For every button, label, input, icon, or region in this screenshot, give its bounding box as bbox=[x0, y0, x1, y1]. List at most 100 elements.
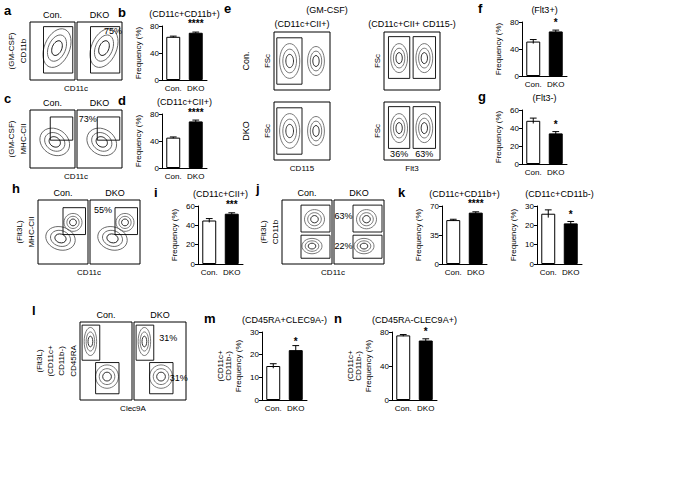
svg-text:(CD11c+CII+ CD115-): (CD11c+CII+ CD115-) bbox=[368, 19, 456, 29]
svg-text:0: 0 bbox=[435, 260, 440, 269]
svg-text:CD11b-): CD11b-) bbox=[57, 346, 66, 376]
svg-text:35: 35 bbox=[430, 231, 439, 240]
svg-text:DKO: DKO bbox=[562, 268, 579, 277]
svg-text:Frequency (%): Frequency (%) bbox=[234, 339, 243, 392]
svg-text:Con.: Con. bbox=[525, 168, 542, 177]
svg-text:0: 0 bbox=[515, 72, 520, 81]
svg-text:j: j bbox=[255, 181, 260, 196]
svg-text:75%: 75% bbox=[104, 26, 122, 36]
svg-text:(CD11c+CD11b+): (CD11c+CD11b+) bbox=[149, 9, 220, 19]
svg-text:i: i bbox=[154, 185, 158, 200]
svg-text:DKO: DKO bbox=[105, 188, 125, 198]
svg-text:l: l bbox=[32, 303, 36, 318]
svg-text:Frequency (%): Frequency (%) bbox=[494, 110, 503, 163]
svg-text:CD11c: CD11c bbox=[321, 268, 345, 277]
svg-text:(Flt3L): (Flt3L) bbox=[259, 220, 268, 243]
svg-text:****: **** bbox=[188, 107, 204, 118]
svg-text:Con.: Con. bbox=[165, 172, 182, 181]
svg-text:Frequency (%): Frequency (%) bbox=[170, 208, 179, 261]
svg-text:k: k bbox=[398, 185, 406, 200]
svg-text:CD45RA: CD45RA bbox=[69, 345, 78, 377]
svg-text:40: 40 bbox=[150, 137, 159, 146]
svg-text:70: 70 bbox=[430, 202, 439, 211]
svg-text:Frequency (%): Frequency (%) bbox=[134, 26, 143, 79]
svg-text:Con.: Con. bbox=[96, 310, 115, 320]
svg-text:MHC-CII: MHC-CII bbox=[27, 216, 36, 247]
svg-text:(GM-CSF): (GM-CSF) bbox=[306, 5, 348, 15]
svg-text:0: 0 bbox=[255, 396, 260, 405]
svg-text:*: * bbox=[554, 119, 558, 130]
svg-text:Con.: Con. bbox=[445, 268, 462, 277]
svg-text:DKO: DKO bbox=[150, 310, 170, 320]
svg-text:80: 80 bbox=[510, 18, 519, 27]
svg-text:40: 40 bbox=[380, 362, 389, 371]
svg-text:***: *** bbox=[226, 199, 238, 210]
svg-text:*: * bbox=[554, 17, 558, 28]
svg-text:40: 40 bbox=[510, 45, 519, 54]
svg-text:10: 10 bbox=[250, 373, 259, 382]
svg-text:31%: 31% bbox=[170, 373, 188, 383]
svg-text:80: 80 bbox=[150, 22, 159, 31]
svg-text:20: 20 bbox=[510, 142, 519, 151]
svg-text:DKO: DKO bbox=[187, 84, 204, 93]
svg-text:b: b bbox=[118, 5, 126, 20]
svg-text:55%: 55% bbox=[94, 205, 112, 215]
svg-text:10: 10 bbox=[525, 240, 534, 249]
svg-text:Con.: Con. bbox=[43, 98, 62, 108]
svg-text:****: **** bbox=[188, 18, 204, 29]
svg-text:(Flt3L): (Flt3L) bbox=[15, 220, 24, 243]
svg-text:h: h bbox=[12, 181, 20, 196]
svg-text:(CD11c+CII+): (CD11c+CII+) bbox=[157, 97, 212, 107]
svg-text:0: 0 bbox=[515, 160, 520, 169]
svg-text:Con.: Con. bbox=[525, 80, 542, 89]
svg-text:DKO: DKO bbox=[187, 172, 204, 181]
svg-text:(CD11c+CII+): (CD11c+CII+) bbox=[193, 189, 248, 199]
svg-text:20: 20 bbox=[250, 350, 259, 359]
svg-text:(CD45RA+CLEC9A-): (CD45RA+CLEC9A-) bbox=[242, 315, 327, 325]
svg-text:0: 0 bbox=[385, 396, 390, 405]
svg-text:c: c bbox=[4, 91, 11, 106]
svg-text:DKO: DKO bbox=[417, 404, 434, 413]
svg-text:Con.: Con. bbox=[241, 51, 251, 70]
svg-text:Con.: Con. bbox=[165, 84, 182, 93]
svg-text:(CD45RA-CLEC9A+): (CD45RA-CLEC9A+) bbox=[372, 315, 457, 325]
svg-text:Con.: Con. bbox=[43, 10, 62, 20]
svg-text:FSc: FSc bbox=[373, 124, 382, 138]
svg-text:20: 20 bbox=[525, 221, 534, 230]
svg-text:20: 20 bbox=[186, 240, 195, 249]
svg-text:Con.: Con. bbox=[53, 188, 72, 198]
svg-text:****: **** bbox=[468, 198, 484, 209]
svg-text:CD11b-): CD11b-) bbox=[224, 351, 233, 381]
svg-text:(Flt3L): (Flt3L) bbox=[35, 349, 44, 372]
svg-text:Con.: Con. bbox=[297, 188, 316, 198]
svg-text:31%: 31% bbox=[159, 333, 177, 343]
svg-text:40: 40 bbox=[510, 124, 519, 133]
svg-text:Con.: Con. bbox=[265, 404, 282, 413]
svg-text:g: g bbox=[478, 89, 486, 104]
svg-text:Frequency (%): Frequency (%) bbox=[494, 22, 503, 75]
svg-text:60: 60 bbox=[186, 202, 195, 211]
svg-text:(Flt3+): (Flt3+) bbox=[531, 5, 557, 15]
svg-text:Frequency (%): Frequency (%) bbox=[509, 208, 518, 261]
svg-text:e: e bbox=[224, 1, 231, 16]
svg-text:f: f bbox=[478, 1, 483, 16]
svg-text:Con.: Con. bbox=[201, 268, 218, 277]
svg-text:(GM-CSF): (GM-CSF) bbox=[7, 120, 16, 157]
svg-text:(CD11c+CD11b+): (CD11c+CD11b+) bbox=[429, 189, 500, 199]
svg-text:40: 40 bbox=[186, 221, 195, 230]
svg-text:(CD11c+CD11b-): (CD11c+CD11b-) bbox=[525, 189, 593, 199]
svg-text:DKO: DKO bbox=[547, 80, 564, 89]
svg-text:CD11c: CD11c bbox=[64, 172, 88, 181]
svg-text:Con.: Con. bbox=[540, 268, 557, 277]
svg-text:CD11b: CD11b bbox=[271, 219, 280, 244]
svg-text:d: d bbox=[118, 93, 126, 108]
svg-text:Con.: Con. bbox=[395, 404, 412, 413]
svg-text:FSc: FSc bbox=[263, 124, 272, 138]
svg-text:22%: 22% bbox=[334, 241, 352, 251]
svg-text:*: * bbox=[294, 336, 298, 347]
svg-text:30: 30 bbox=[525, 202, 534, 211]
svg-text:DKO: DKO bbox=[467, 268, 484, 277]
svg-text:0: 0 bbox=[530, 260, 535, 269]
svg-text:0: 0 bbox=[155, 164, 160, 173]
svg-text:DKO: DKO bbox=[287, 404, 304, 413]
